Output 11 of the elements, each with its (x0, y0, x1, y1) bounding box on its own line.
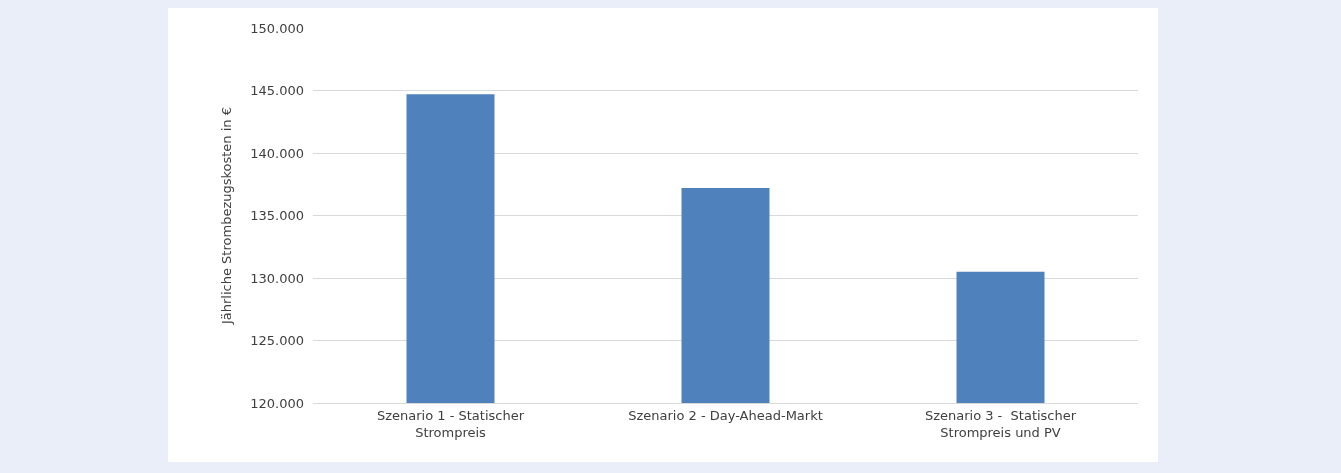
y-tick-label: 120.000 (250, 395, 304, 411)
y-tick-label: 145.000 (250, 83, 304, 99)
x-tick-label: Szenario 3 - Statischer Strompreis und PV (924, 407, 1077, 440)
y-tick-label: 125.000 (250, 333, 304, 349)
x-tick-label: Szenario 2 - Day-Ahead-Markt (628, 407, 823, 423)
y-tick-label: 140.000 (250, 145, 304, 161)
y-axis-title: Jährliche Strombezugskosten in € (219, 106, 235, 326)
y-tick-label: 135.000 (250, 208, 304, 224)
x-tick-label: Szenario 1 - Statischer Strompreis (376, 407, 525, 440)
y-tick-label: 130.000 (250, 270, 304, 286)
y-tick-label: 150.000 (250, 20, 304, 36)
